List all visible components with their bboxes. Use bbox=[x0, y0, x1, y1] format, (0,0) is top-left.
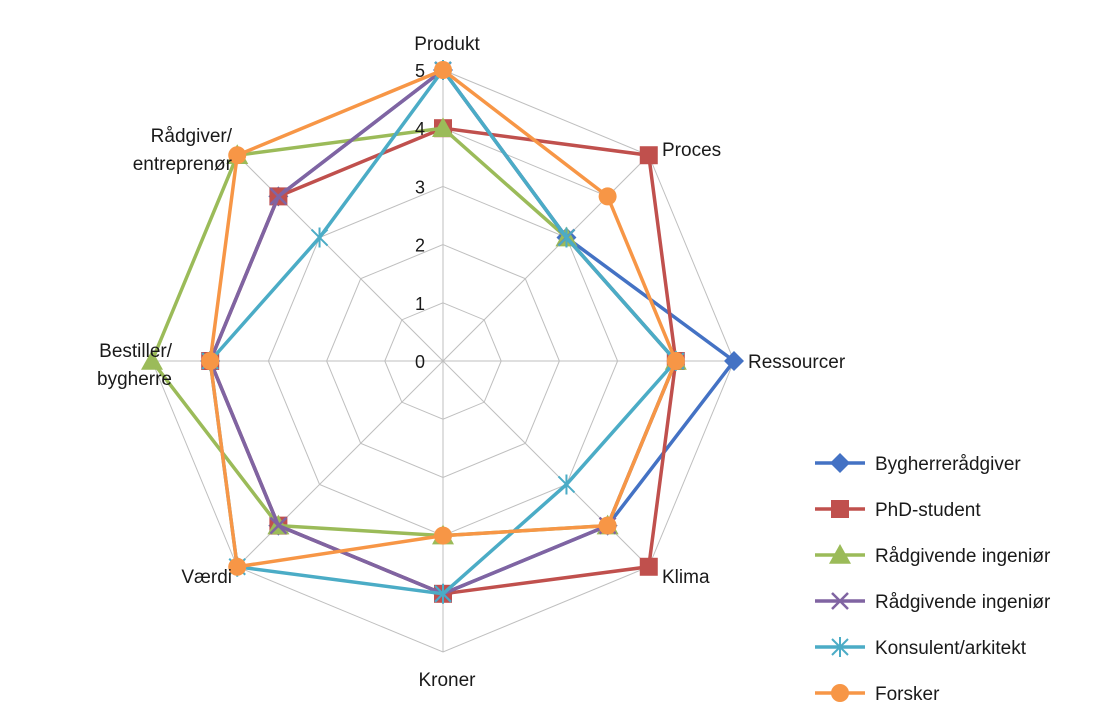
legend-item: Konsulent/arkitekt bbox=[815, 637, 1027, 659]
data-point bbox=[432, 117, 454, 137]
axis-spoke bbox=[236, 360, 444, 568]
legend-marker bbox=[831, 592, 849, 610]
data-point bbox=[557, 474, 576, 495]
tick-label: 3 bbox=[415, 177, 425, 197]
legend-label: PhD-student bbox=[875, 500, 981, 521]
axis-label: Værdi bbox=[181, 567, 232, 588]
legend-label: Rådgivende ingeniør bbox=[875, 592, 1051, 613]
data-point bbox=[201, 352, 220, 370]
legend-label: Bygherrerådgiver bbox=[875, 454, 1021, 475]
legend-marker bbox=[829, 544, 851, 564]
legend-item: Rådgivende ingeniør bbox=[815, 592, 1051, 613]
data-point bbox=[666, 352, 685, 370]
legend: Bygherrerådgiver PhD-student Rådgivende in… bbox=[815, 453, 1051, 705]
tick-label: 0 bbox=[415, 352, 425, 372]
legend-item: Rådgivende ingeniør bbox=[815, 544, 1051, 567]
axis-label: bygherre bbox=[97, 369, 172, 390]
legend-marker bbox=[831, 684, 849, 702]
radar-series bbox=[141, 60, 744, 604]
data-point bbox=[598, 187, 617, 206]
tick-label: 1 bbox=[415, 294, 425, 314]
data-point bbox=[310, 227, 329, 248]
axis-spoke bbox=[442, 154, 650, 362]
legend-marker bbox=[830, 453, 850, 473]
axis-label: entreprenør bbox=[133, 154, 233, 175]
radar-axis-labels: 0 1 2 3 4 5 Produkt Proces Ressourcer Klima Kroner… bbox=[97, 34, 846, 691]
axis-spoke bbox=[236, 154, 444, 362]
legend-label: Forsker bbox=[875, 684, 940, 705]
data-point bbox=[724, 351, 744, 371]
data-point bbox=[269, 516, 288, 535]
data-point bbox=[434, 526, 452, 545]
legend-label: Konsulent/arkitekt bbox=[875, 638, 1027, 659]
data-point bbox=[434, 583, 452, 604]
legend-marker bbox=[831, 637, 849, 657]
axis-label: Ressourcer bbox=[748, 352, 846, 373]
axis-label: Proces bbox=[662, 140, 721, 161]
tick-label: 5 bbox=[415, 61, 425, 81]
legend-marker bbox=[831, 500, 849, 518]
tick-label: 2 bbox=[415, 236, 425, 256]
tick-label: 4 bbox=[415, 119, 425, 139]
axis-label: Kroner bbox=[418, 670, 476, 691]
legend-item: Forsker bbox=[815, 684, 940, 705]
axis-label: Produkt bbox=[414, 34, 480, 55]
data-point bbox=[557, 227, 576, 248]
data-point bbox=[598, 516, 617, 535]
data-point bbox=[228, 557, 247, 576]
axis-label: Rådgiver/ bbox=[151, 126, 233, 147]
axis-spoke bbox=[442, 360, 650, 568]
legend-item: Bygherrerådgiver bbox=[815, 453, 1021, 475]
axis-label: Klima bbox=[662, 567, 710, 588]
data-point bbox=[269, 187, 288, 206]
data-point bbox=[141, 350, 163, 370]
legend-item: PhD-student bbox=[815, 500, 981, 521]
series-5 bbox=[201, 61, 685, 576]
data-point bbox=[434, 61, 452, 79]
axis-label: Bestiller/ bbox=[99, 341, 173, 362]
data-point bbox=[228, 146, 247, 165]
legend-label: Rådgivende ingeniør bbox=[875, 546, 1051, 567]
data-point bbox=[639, 557, 658, 576]
data-point bbox=[639, 146, 658, 165]
